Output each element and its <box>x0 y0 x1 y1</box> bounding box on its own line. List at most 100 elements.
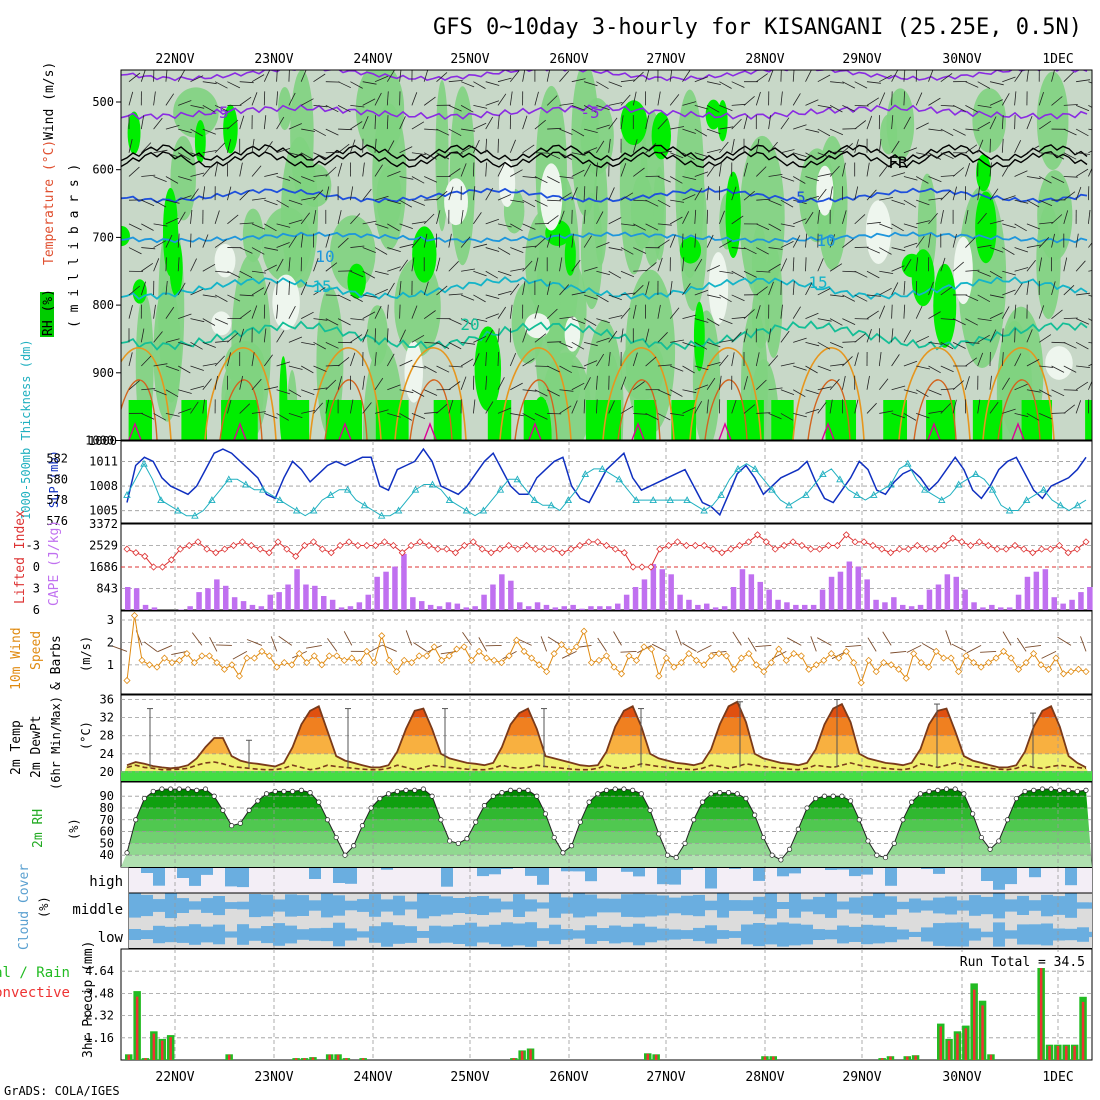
wind-barb <box>153 240 166 248</box>
lifted-index-marker <box>283 545 291 553</box>
rh2m-marker <box>978 834 984 841</box>
wind10m-tick: 1 <box>107 658 114 672</box>
rh-legend-swatch <box>40 292 54 337</box>
wind-barb <box>940 152 954 159</box>
wind-barb <box>485 247 500 252</box>
wind-barb <box>214 105 228 112</box>
wind-barb <box>928 233 931 248</box>
cape-bar <box>258 606 265 610</box>
cloud-mid-bar <box>585 894 597 917</box>
cloud-mid-bar <box>813 896 825 915</box>
wind-barb <box>793 389 806 398</box>
cloud-mid-bar <box>801 899 813 912</box>
cloud-high-bar <box>777 868 789 877</box>
lifted-index-marker <box>851 538 859 546</box>
wind-barb <box>571 78 586 83</box>
cloud-high-bar <box>309 868 321 879</box>
wind10m-marker <box>453 645 461 653</box>
cloud-high-bar <box>789 868 801 874</box>
cloud-mid-bar <box>753 896 765 915</box>
wind-barb <box>190 188 199 201</box>
wind-barb <box>756 247 769 255</box>
thickness-marker <box>937 496 946 504</box>
wind-barb <box>522 144 535 154</box>
wind-barb <box>313 402 324 414</box>
lifted-index-marker <box>558 549 566 557</box>
wind-barb <box>374 75 389 83</box>
wind-barb <box>928 128 943 132</box>
wind-barb <box>534 333 547 343</box>
cape-bar <box>828 576 835 610</box>
wind-barb <box>633 270 648 272</box>
precip-tick: 2.32 <box>85 1009 114 1023</box>
lifted-index-marker <box>700 541 708 550</box>
wind-barb <box>153 331 163 343</box>
cloud-low-bar <box>933 923 945 946</box>
thickness-marker <box>802 490 810 498</box>
rh2m-marker <box>333 834 339 841</box>
wind-barb <box>546 233 552 248</box>
wind-barb <box>509 283 520 296</box>
contour-line-25 <box>602 347 675 440</box>
rh2m-marker <box>987 846 993 852</box>
rh2m-marker <box>935 787 941 793</box>
cape-bar <box>1033 571 1040 610</box>
wind-barb <box>768 387 783 391</box>
cape-bar <box>686 599 692 610</box>
wind-barb <box>485 329 493 343</box>
wind10m-marker <box>325 652 333 660</box>
rh-shade-mid <box>173 87 219 138</box>
wind-barb <box>793 413 807 418</box>
wind-barb <box>1026 115 1033 130</box>
wind-barb <box>1014 70 1023 82</box>
cape-bar <box>588 606 594 610</box>
lifted-index-marker <box>487 549 495 557</box>
cloud-low-bar <box>1017 924 1029 945</box>
wind-barb <box>965 237 976 248</box>
wind10m-barb <box>810 636 817 652</box>
tick-label: 700 <box>92 230 114 244</box>
wind-barb <box>682 194 696 201</box>
cloud-low-bar <box>777 922 789 947</box>
wind-barb <box>411 176 425 184</box>
wind-barb <box>743 270 757 278</box>
rh2m-marker <box>717 790 723 796</box>
lifted-index-marker <box>895 545 904 553</box>
wind10m-marker <box>468 656 476 664</box>
wind-barb <box>940 190 951 201</box>
wind10m-marker <box>460 643 468 651</box>
wind-barb <box>362 270 376 279</box>
wind-barb <box>547 152 561 160</box>
wind-barb <box>866 375 870 390</box>
wind-barb <box>596 124 610 130</box>
wind-barb <box>399 146 413 154</box>
wind-barb <box>313 365 327 372</box>
rh-shade-surface <box>771 400 794 440</box>
precip-convective-bar <box>294 1058 298 1060</box>
rh2m-marker <box>194 787 200 793</box>
wind-barb <box>313 387 328 391</box>
wind-barb <box>411 236 422 248</box>
wind-barb <box>374 328 376 343</box>
wind-barb <box>965 128 980 131</box>
wind-barb <box>473 353 480 367</box>
rh2m-marker <box>176 786 182 792</box>
cloud-mid-bar <box>993 892 1005 919</box>
wind-barb <box>583 318 597 326</box>
wind-barb <box>916 152 930 156</box>
rh-shade-pale <box>444 178 468 226</box>
wind-barb <box>657 91 661 106</box>
cloud-mid-bar <box>393 895 405 916</box>
wind-barb <box>694 171 709 177</box>
rh2m-marker <box>394 788 400 794</box>
wind-barb <box>669 281 673 295</box>
cloud-mid-bar <box>177 898 189 913</box>
lifted-index-marker <box>567 545 575 553</box>
rh2m-marker <box>970 811 976 817</box>
rh-shade-bright <box>620 100 648 146</box>
wind-barb <box>399 199 412 208</box>
wind-barb <box>337 143 350 154</box>
wind-barb <box>1088 81 1092 84</box>
cloud-mid-bar <box>261 894 273 917</box>
cape-bar <box>374 576 380 610</box>
